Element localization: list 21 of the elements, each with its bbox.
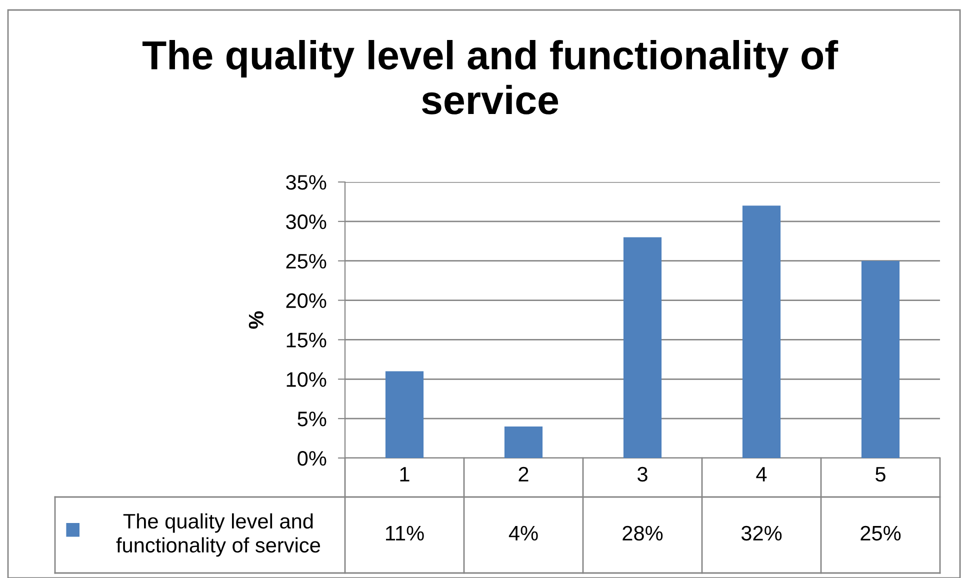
y-tick-label: 25% <box>286 254 326 269</box>
data-label: 28% <box>622 526 663 541</box>
y-tick-label: 5% <box>298 412 326 426</box>
y-tick-label: 20% <box>286 293 326 308</box>
legend-label: The quality level and functionality of service <box>116 513 320 557</box>
x-tick-label: 2 <box>518 466 528 482</box>
data-label: 11% <box>386 526 424 541</box>
chart-title: The quality level and functionality of service <box>142 40 838 114</box>
x-tick-label: 5 <box>876 467 886 482</box>
y-tick-label: 35% <box>286 175 326 190</box>
data-label: 25% <box>860 526 901 541</box>
x-tick-label: 4 <box>756 467 767 482</box>
y-tick-label: 30% <box>286 214 326 230</box>
y-axis-title: % <box>248 311 264 329</box>
y-tick-label: 0% <box>298 451 326 466</box>
y-tick-label: 10% <box>286 372 326 387</box>
y-tick-label: 15% <box>286 332 326 348</box>
x-tick-label: 3 <box>638 466 648 482</box>
x-tick-label: 1 <box>400 467 410 482</box>
data-label: 32% <box>741 526 782 541</box>
data-label: 4% <box>508 526 538 541</box>
